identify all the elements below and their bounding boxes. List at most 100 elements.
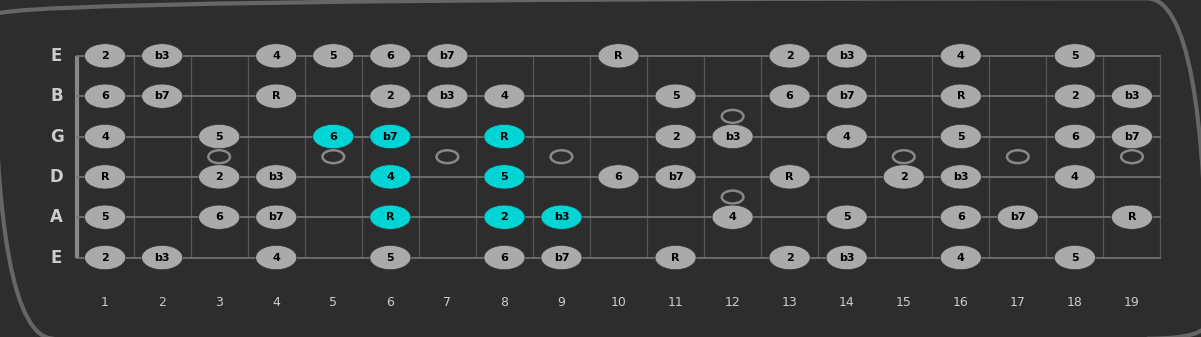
Text: b3: b3 (1124, 91, 1140, 101)
Ellipse shape (1054, 44, 1095, 68)
Text: 2: 2 (501, 212, 508, 222)
Text: R: R (671, 252, 680, 263)
Ellipse shape (1111, 205, 1153, 229)
Ellipse shape (769, 84, 811, 108)
Ellipse shape (84, 245, 126, 270)
Text: 2: 2 (101, 51, 109, 61)
Ellipse shape (370, 245, 411, 270)
Text: 15: 15 (896, 296, 912, 309)
Ellipse shape (256, 165, 297, 189)
Text: 1: 1 (101, 296, 109, 309)
Ellipse shape (826, 84, 867, 108)
Ellipse shape (484, 245, 525, 270)
Text: 5: 5 (329, 296, 337, 309)
Ellipse shape (84, 124, 126, 149)
Text: b7: b7 (440, 51, 455, 61)
Text: 5: 5 (501, 172, 508, 182)
Ellipse shape (940, 165, 981, 189)
Text: 10: 10 (610, 296, 627, 309)
Ellipse shape (655, 165, 697, 189)
Text: 6: 6 (615, 172, 622, 182)
Ellipse shape (484, 84, 525, 108)
Ellipse shape (826, 245, 867, 270)
Text: b3: b3 (554, 212, 569, 222)
Ellipse shape (940, 84, 981, 108)
Text: 5: 5 (1071, 51, 1078, 61)
Text: b7: b7 (1124, 131, 1140, 142)
Text: 5: 5 (1071, 252, 1078, 263)
Ellipse shape (484, 165, 525, 189)
Ellipse shape (198, 124, 240, 149)
Ellipse shape (1054, 165, 1095, 189)
Text: 9: 9 (557, 296, 566, 309)
Text: 4: 4 (1071, 172, 1078, 182)
Text: 14: 14 (838, 296, 855, 309)
Ellipse shape (540, 205, 582, 229)
Ellipse shape (84, 165, 126, 189)
Text: E: E (50, 249, 62, 267)
Text: b3: b3 (954, 172, 968, 182)
Text: 5: 5 (843, 212, 850, 222)
Text: 19: 19 (1124, 296, 1140, 309)
Text: R: R (956, 91, 966, 101)
Text: 4: 4 (273, 252, 280, 263)
Ellipse shape (883, 165, 925, 189)
Ellipse shape (940, 245, 981, 270)
Text: R: R (785, 172, 794, 182)
Ellipse shape (769, 165, 811, 189)
Text: 17: 17 (1010, 296, 1026, 309)
Text: 2: 2 (785, 252, 794, 263)
Text: b7: b7 (668, 172, 683, 182)
Text: b7: b7 (1010, 212, 1026, 222)
Ellipse shape (370, 44, 411, 68)
Text: B: B (50, 87, 62, 105)
Ellipse shape (484, 205, 525, 229)
Text: 4: 4 (501, 91, 508, 101)
Ellipse shape (426, 84, 468, 108)
Text: b7: b7 (382, 131, 399, 142)
Ellipse shape (370, 205, 411, 229)
Ellipse shape (712, 124, 753, 149)
Text: 3: 3 (215, 296, 223, 309)
Text: b7: b7 (554, 252, 569, 263)
Ellipse shape (940, 205, 981, 229)
Text: 2: 2 (215, 172, 223, 182)
Text: G: G (49, 127, 64, 146)
Ellipse shape (256, 245, 297, 270)
Text: 4: 4 (729, 212, 736, 222)
Text: 2: 2 (671, 131, 680, 142)
Text: b3: b3 (440, 91, 455, 101)
Ellipse shape (655, 245, 697, 270)
Text: b3: b3 (839, 51, 854, 61)
Ellipse shape (769, 245, 811, 270)
Text: R: R (386, 212, 395, 222)
Ellipse shape (312, 44, 354, 68)
Ellipse shape (84, 205, 126, 229)
Text: b7: b7 (154, 91, 171, 101)
Text: b3: b3 (155, 51, 169, 61)
Text: 16: 16 (952, 296, 969, 309)
Text: 7: 7 (443, 296, 452, 309)
Text: R: R (271, 91, 281, 101)
Text: 8: 8 (501, 296, 508, 309)
Text: 4: 4 (273, 51, 280, 61)
Text: 18: 18 (1066, 296, 1083, 309)
Ellipse shape (598, 44, 639, 68)
Ellipse shape (256, 84, 297, 108)
Text: b7: b7 (268, 212, 285, 222)
Text: 6: 6 (1071, 131, 1078, 142)
Text: 5: 5 (215, 131, 223, 142)
Ellipse shape (370, 165, 411, 189)
Text: 2: 2 (1071, 91, 1078, 101)
Ellipse shape (826, 124, 867, 149)
Ellipse shape (769, 44, 811, 68)
Text: 4: 4 (843, 131, 850, 142)
Ellipse shape (256, 44, 297, 68)
Text: A: A (50, 208, 62, 226)
Ellipse shape (84, 84, 126, 108)
Text: 4: 4 (101, 131, 109, 142)
Ellipse shape (312, 124, 354, 149)
Ellipse shape (142, 44, 183, 68)
Ellipse shape (142, 245, 183, 270)
Ellipse shape (1111, 124, 1153, 149)
